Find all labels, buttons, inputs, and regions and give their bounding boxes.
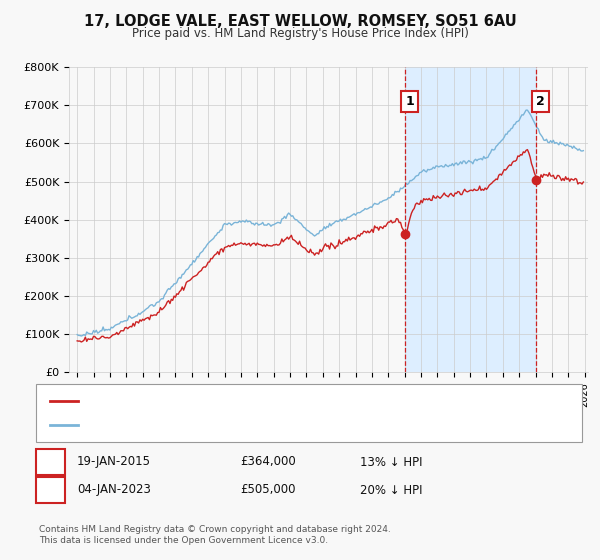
Text: 2: 2	[46, 483, 55, 497]
Text: 17, LODGE VALE, EAST WELLOW, ROMSEY, SO51 6AU (detached house): 17, LODGE VALE, EAST WELLOW, ROMSEY, SO5…	[84, 396, 457, 406]
Text: Price paid vs. HM Land Registry's House Price Index (HPI): Price paid vs. HM Land Registry's House …	[131, 27, 469, 40]
Text: 1: 1	[405, 95, 414, 108]
Text: 04-JAN-2023: 04-JAN-2023	[77, 483, 151, 497]
Bar	[406, 67, 536, 372]
Text: 1: 1	[46, 455, 55, 469]
Text: 19-JAN-2015: 19-JAN-2015	[77, 455, 151, 469]
Text: 17, LODGE VALE, EAST WELLOW, ROMSEY, SO51 6AU: 17, LODGE VALE, EAST WELLOW, ROMSEY, SO5…	[83, 14, 517, 29]
Text: HPI: Average price, detached house, Test Valley: HPI: Average price, detached house, Test…	[84, 420, 332, 430]
Text: £505,000: £505,000	[240, 483, 296, 497]
Text: Contains HM Land Registry data © Crown copyright and database right 2024.
This d: Contains HM Land Registry data © Crown c…	[39, 525, 391, 545]
Text: 13% ↓ HPI: 13% ↓ HPI	[360, 455, 422, 469]
Text: £364,000: £364,000	[240, 455, 296, 469]
Text: 20% ↓ HPI: 20% ↓ HPI	[360, 483, 422, 497]
Text: 2: 2	[536, 95, 545, 108]
